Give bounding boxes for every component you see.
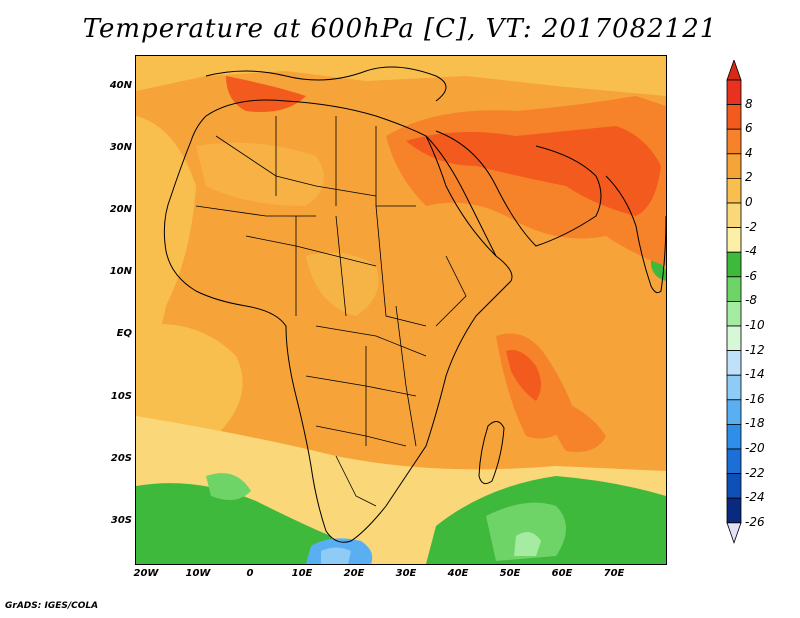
colorbar-box bbox=[726, 227, 742, 253]
colorbar-box bbox=[726, 276, 742, 302]
lat-label-eq: EQ bbox=[116, 328, 132, 339]
colorbar-label: -26 bbox=[745, 514, 765, 529]
colorbar-box bbox=[726, 202, 742, 229]
colorbar-box bbox=[726, 423, 742, 450]
colorbar-box bbox=[726, 374, 742, 401]
lat-label-10n: 10N bbox=[109, 266, 132, 277]
colorbar-label: -12 bbox=[745, 342, 765, 357]
lon-label-30e: 30E bbox=[395, 568, 417, 579]
grads-credit: GrADS: IGES/COLA bbox=[5, 601, 99, 611]
country-borders bbox=[195, 116, 467, 507]
lon-label-60e: 60E bbox=[551, 568, 573, 579]
colorbar-box bbox=[726, 104, 742, 130]
lon-label-50e: 50E bbox=[499, 568, 521, 579]
colorbar-label: -6 bbox=[745, 268, 757, 283]
colorbar-label: 2 bbox=[745, 170, 753, 185]
lat-label-40n: 40N bbox=[109, 80, 132, 91]
lat-label-20n: 20N bbox=[109, 204, 132, 215]
north-africa-warm bbox=[226, 76, 306, 112]
colorbar-box bbox=[726, 128, 742, 155]
colorbar-box bbox=[726, 448, 742, 475]
colorbar-box bbox=[726, 251, 742, 278]
india-green-patch bbox=[651, 256, 666, 281]
colorbar-box bbox=[726, 399, 742, 425]
south-pale-patch bbox=[514, 532, 541, 556]
colorbar-bottom-arrow bbox=[726, 522, 742, 545]
colorbar-box bbox=[726, 178, 742, 204]
colorbar-label: -2 bbox=[745, 219, 757, 234]
colorbar-box bbox=[726, 153, 742, 179]
colorbar-box bbox=[726, 350, 742, 376]
lat-label-20s: 20S bbox=[110, 453, 132, 464]
chart-title: Temperature at 600hPa [C], VT: 201708212… bbox=[82, 14, 718, 44]
lon-label-10w: 10W bbox=[185, 568, 211, 579]
colorbar-box bbox=[726, 300, 742, 327]
central-africa-pale bbox=[306, 252, 379, 316]
cold-pocket-inner bbox=[321, 547, 351, 564]
lon-label-20e: 20E bbox=[343, 568, 365, 579]
colorbar-box bbox=[726, 325, 742, 352]
colorbar-label: -10 bbox=[745, 318, 765, 332]
lat-label-10s: 10S bbox=[110, 391, 132, 402]
lat-label-30s: 30S bbox=[110, 515, 132, 526]
indian-ocean-hot bbox=[506, 350, 541, 401]
india-coast bbox=[605, 175, 666, 294]
sahara-pale bbox=[196, 142, 324, 206]
colorbar-label: -8 bbox=[745, 293, 757, 308]
north-warm-band bbox=[136, 56, 666, 96]
colorbar-label: -18 bbox=[745, 416, 765, 431]
madagascar bbox=[478, 421, 505, 485]
lon-label-70e: 70E bbox=[603, 568, 625, 579]
lon-label-0: 0 bbox=[246, 568, 254, 579]
colorbar-label: 6 bbox=[745, 121, 753, 136]
south-green-sw bbox=[206, 473, 251, 500]
lon-label-40e: 40E bbox=[447, 568, 469, 579]
colorbar-top-arrow bbox=[726, 58, 742, 81]
colorbar-label: -22 bbox=[745, 465, 765, 480]
colorbar-label: -16 bbox=[745, 391, 765, 406]
lon-label-20w: 20W bbox=[133, 568, 159, 579]
lat-label-30n: 30N bbox=[109, 142, 132, 153]
colorbar-box bbox=[726, 497, 742, 524]
mid-atlantic-pale bbox=[136, 324, 243, 441]
colorbar-label: -20 bbox=[745, 441, 765, 455]
red-sea-coast bbox=[425, 135, 497, 257]
temperature-field bbox=[136, 56, 666, 564]
africa-coastline bbox=[163, 99, 513, 543]
colorbar-box bbox=[726, 79, 742, 106]
colorbar-label: -24 bbox=[745, 490, 765, 505]
colorbar-label: 4 bbox=[745, 145, 753, 160]
colorbar-label: -4 bbox=[745, 244, 757, 259]
colorbar-label: 0 bbox=[745, 195, 753, 209]
indian-ocean-south-warm bbox=[546, 396, 606, 452]
colorbar bbox=[726, 58, 742, 564]
map-panel bbox=[135, 55, 667, 565]
south-green-west bbox=[136, 483, 341, 564]
south-green-patch bbox=[486, 502, 566, 561]
west-atlantic-zone bbox=[136, 116, 196, 376]
mediterranean-coast bbox=[205, 66, 447, 102]
colorbar-label: -14 bbox=[745, 367, 765, 382]
arabia-coast bbox=[435, 130, 602, 247]
lon-label-10e: 10E bbox=[291, 568, 313, 579]
colorbar-label: 8 bbox=[745, 96, 753, 111]
colorbar-box bbox=[726, 473, 742, 499]
middle-east-hotter bbox=[406, 126, 661, 216]
